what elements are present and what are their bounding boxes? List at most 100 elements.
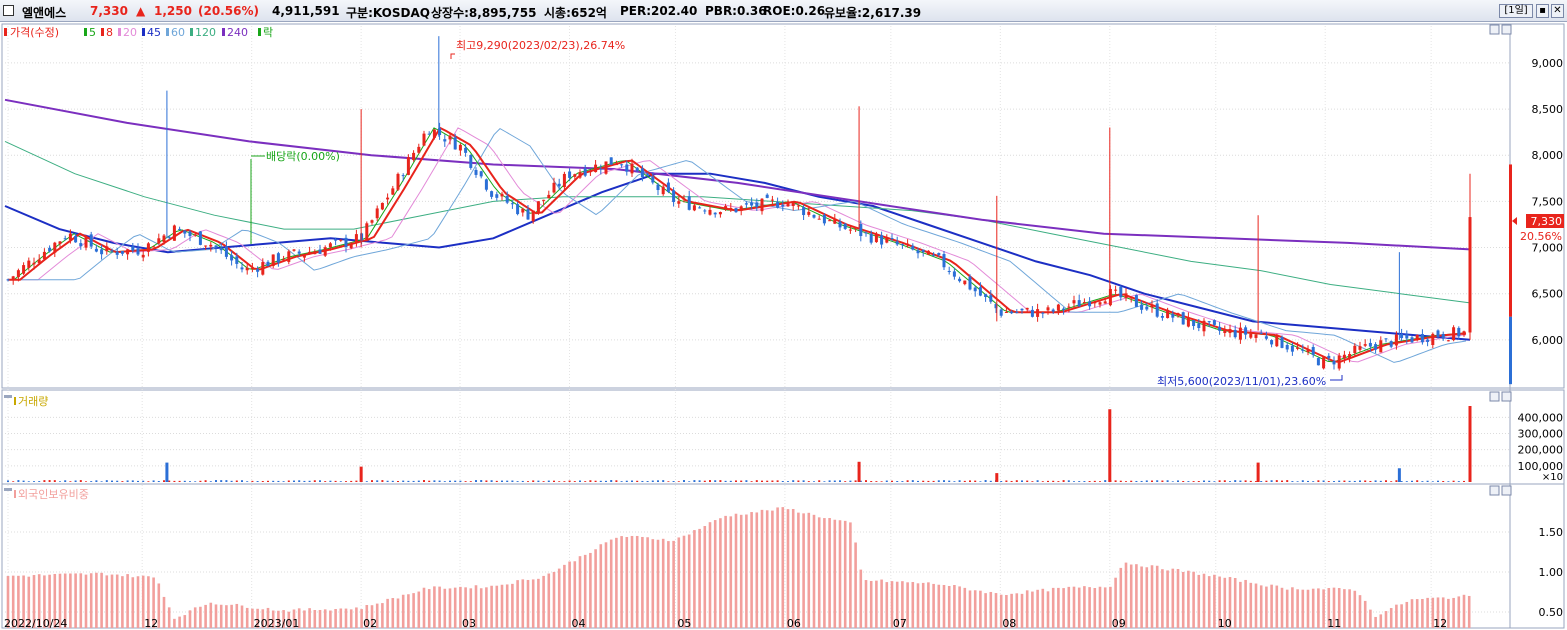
foreign-panel-close-icon[interactable] (1501, 485, 1512, 496)
volume-bar (59, 481, 61, 482)
legend-ma45-swatch (142, 28, 145, 36)
volume-bar (1010, 480, 1013, 482)
volume-bar (1244, 480, 1247, 482)
candle-body (807, 211, 811, 215)
volume-bar (989, 480, 992, 482)
volume-bar (1166, 480, 1169, 482)
candle-body (136, 248, 140, 255)
foreign-holding-bar (1192, 571, 1195, 628)
candle-body (1327, 355, 1331, 359)
volume-bar (553, 480, 555, 482)
candle-body (926, 250, 930, 255)
title-bar: 엘앤에스 7,330 ▲ 1,250 (20.56%) 4,911,591 구분… (0, 0, 1567, 22)
volume-bar (1296, 481, 1299, 482)
candle-body (1218, 326, 1222, 331)
candle-body (1228, 328, 1232, 334)
volume-panel-minimize-icon[interactable] (1489, 391, 1500, 402)
candle-body (193, 234, 197, 236)
candle-body (1244, 327, 1248, 335)
volume-bar (1208, 480, 1211, 482)
last-price-label: 7,330 (1531, 215, 1563, 228)
price-tick-label: 8,500 (1532, 103, 1564, 116)
foreign-holding-bar (417, 591, 421, 628)
volume-bar (454, 480, 457, 482)
today-range-bar (1509, 164, 1512, 317)
today-range-bar-low (1509, 316, 1512, 385)
foreign-holding-bar (1405, 601, 1409, 628)
foreign-holding-bar (1389, 608, 1393, 628)
volume-bar (90, 481, 93, 482)
candle-body (869, 233, 873, 243)
candle-body (178, 228, 182, 230)
volume-bar (657, 480, 659, 482)
candle-body (1332, 360, 1336, 365)
candle-body (22, 265, 26, 274)
foreign-holding-bar (1457, 596, 1461, 628)
foreign-holding-bar (485, 587, 488, 628)
volume-bar (339, 481, 342, 482)
volume-bar (745, 480, 748, 482)
retention-ratio: 유보율:2,617.39 (824, 6, 922, 20)
foreign-holding-bar (537, 578, 540, 628)
price-panel-close-icon[interactable] (1501, 24, 1512, 35)
candle-body (1212, 320, 1216, 325)
volume-bar (381, 480, 384, 482)
foreign-holding-bar (1098, 586, 1102, 628)
select-checkbox[interactable] (3, 5, 14, 16)
foreign-holding-bar (979, 590, 982, 628)
volume-bar (443, 481, 446, 482)
period-button[interactable]: [1일] (1499, 4, 1533, 18)
close-icon[interactable]: ✕ (1551, 4, 1564, 18)
candle-body (1358, 346, 1362, 350)
volume-spike-bar (1256, 462, 1260, 482)
price-panel-minimize-icon[interactable] (1489, 24, 1500, 35)
candle-body (1114, 289, 1118, 291)
candle-body (651, 176, 655, 183)
foreign-holding-bar (1462, 594, 1466, 628)
foreign-holding-bar (396, 598, 400, 628)
foreign-panel-minimize-icon[interactable] (1489, 485, 1500, 496)
volume-spike-bar (359, 466, 363, 482)
candle-body (42, 251, 46, 260)
volume-bar (85, 481, 87, 482)
foreign-holding-bar (854, 542, 857, 628)
volume-bar (568, 480, 571, 482)
foreign-holding-bar (1374, 616, 1377, 628)
candle-body (386, 197, 390, 200)
volume-bar (334, 480, 337, 482)
foreign-tick-label: 1.00 (1539, 566, 1564, 579)
market-cap: 시총:652억 (544, 6, 607, 20)
candle-body (994, 304, 998, 309)
volume-bar (1400, 481, 1403, 482)
foreign-holding-bar (1306, 589, 1310, 628)
candle-body (1015, 311, 1019, 313)
volume-bar (740, 480, 743, 482)
minimize-icon[interactable]: ▪ (1536, 4, 1549, 18)
candle-body (401, 175, 405, 177)
foreign-holding-bar (287, 611, 291, 628)
foreign-holding-bar (162, 596, 166, 628)
candle-body (110, 250, 114, 252)
volume-bar (1390, 481, 1393, 482)
volume-panel-close-icon[interactable] (1501, 391, 1512, 402)
volume-bar (1405, 481, 1408, 482)
candle-body (755, 202, 759, 208)
volume-bar (1203, 480, 1205, 482)
volume-title-swatch (14, 397, 16, 405)
volume-bar (137, 480, 139, 482)
candle-body (427, 133, 431, 135)
candle-body (282, 259, 286, 261)
foreign-holding-bar (703, 526, 707, 628)
volume-bar (927, 480, 930, 482)
foreign-holding-bar (1088, 587, 1091, 628)
candle-body (531, 210, 535, 222)
candle-body (1238, 327, 1242, 340)
foreign-holding-bar (698, 528, 701, 628)
foreign-holding-bar (563, 564, 566, 628)
candle-body (115, 251, 119, 255)
trade-volume: 4,911,591 (272, 4, 340, 18)
foreign-holding-bar (303, 610, 306, 628)
foreign-holding-bar (147, 576, 150, 628)
volume-bar (433, 480, 436, 482)
foreign-holding-bar (313, 610, 317, 628)
